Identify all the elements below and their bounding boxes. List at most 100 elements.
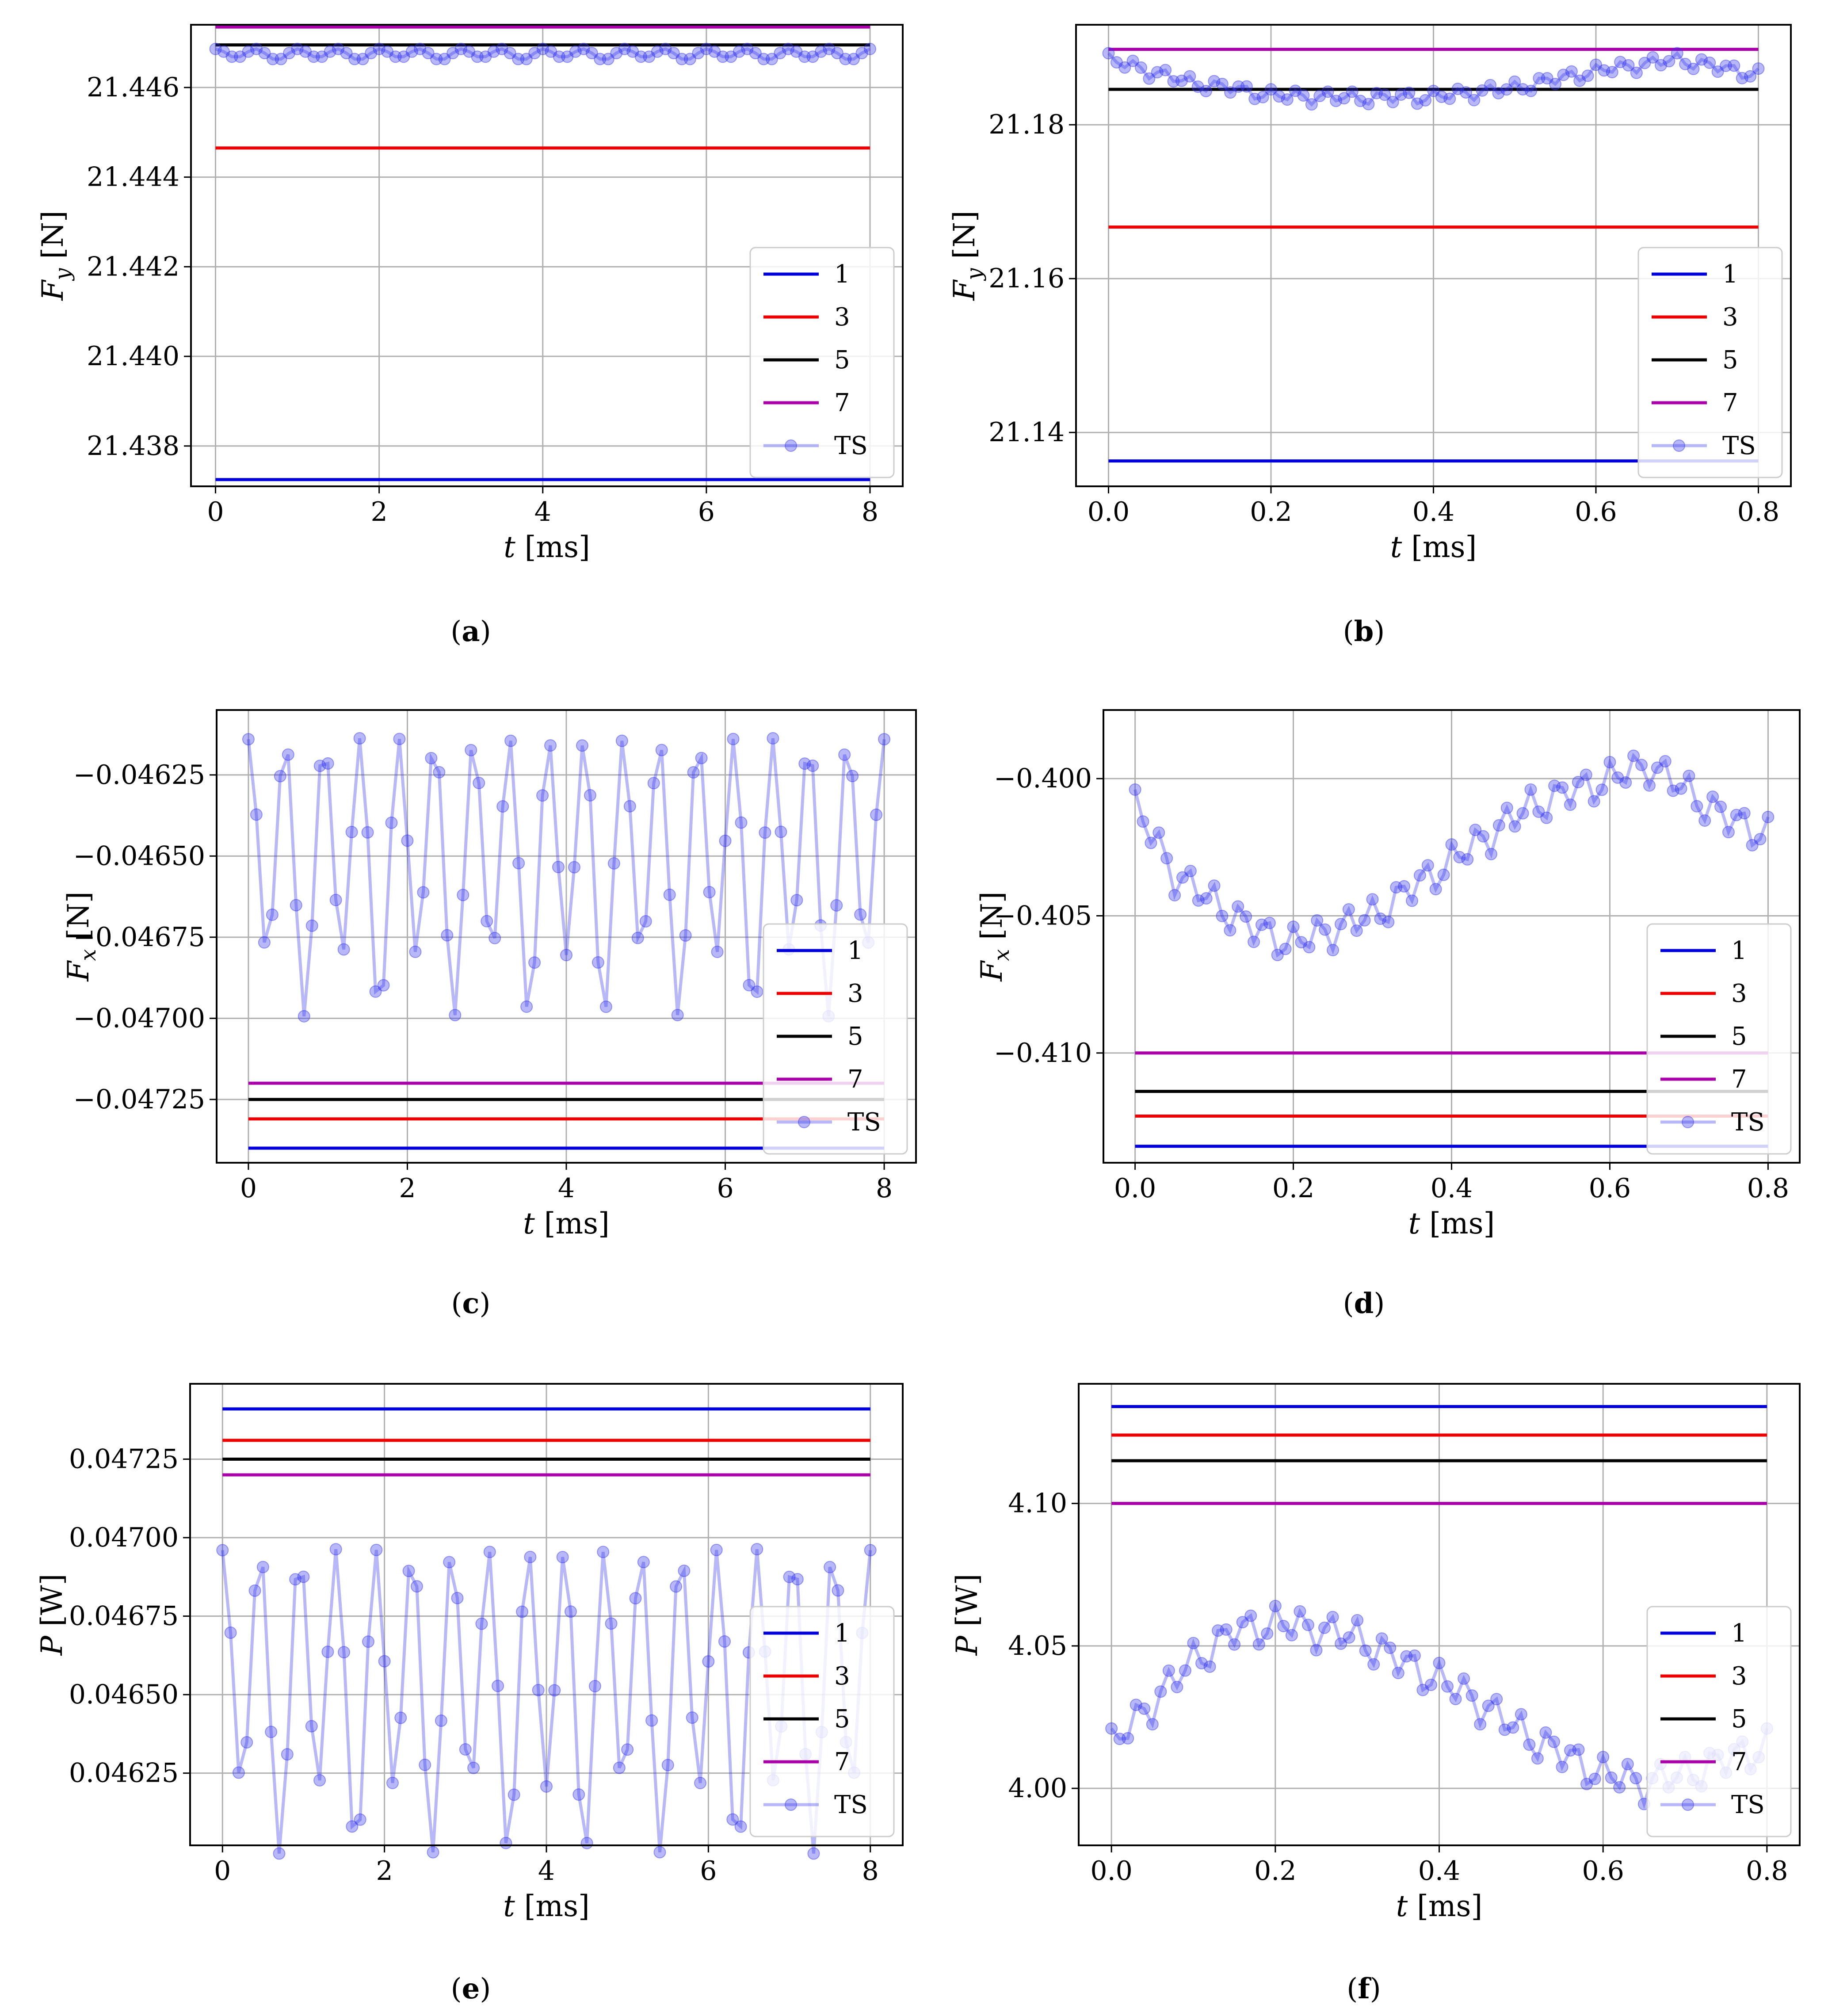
ts-point bbox=[814, 45, 827, 58]
legend-marker-ts bbox=[798, 1116, 810, 1128]
ts-point bbox=[1590, 58, 1602, 71]
ts-point bbox=[1208, 879, 1221, 892]
ts-point bbox=[1498, 1723, 1511, 1736]
ts-point bbox=[661, 1759, 674, 1772]
x-tick-label: 0.2 bbox=[1250, 496, 1292, 527]
y-tick-label: 21.18 bbox=[988, 109, 1065, 140]
ts-point bbox=[1392, 1667, 1404, 1680]
ts-point bbox=[663, 888, 676, 901]
ts-point bbox=[209, 42, 222, 55]
ts-point bbox=[1711, 65, 1724, 78]
ts-point bbox=[373, 42, 385, 55]
ts-point bbox=[1240, 910, 1252, 923]
ts-point bbox=[443, 1556, 456, 1569]
panel-caption: (f) bbox=[1347, 1972, 1381, 2005]
ts-point bbox=[273, 1847, 286, 1860]
ts-point bbox=[694, 1776, 707, 1789]
ts-point bbox=[1515, 1708, 1527, 1721]
ts-point bbox=[1643, 779, 1656, 792]
ts-point bbox=[1547, 1735, 1560, 1748]
ts-point bbox=[1525, 84, 1537, 97]
ts-point bbox=[1386, 95, 1399, 108]
ts-point bbox=[629, 1592, 642, 1605]
ts-point bbox=[561, 50, 574, 63]
legend: 1 3 5 7 TS bbox=[1646, 923, 1792, 1155]
ts-point bbox=[605, 1617, 618, 1630]
ts-point bbox=[1691, 800, 1703, 813]
ts-point bbox=[1295, 936, 1308, 949]
axes-frame bbox=[190, 24, 904, 487]
panel-caption: (c) bbox=[451, 1287, 491, 1320]
x-tick-label: 0.4 bbox=[1418, 1856, 1460, 1886]
ts-point bbox=[790, 45, 803, 58]
ts-point bbox=[1192, 894, 1205, 907]
ts-point bbox=[356, 53, 369, 65]
ts-point bbox=[481, 915, 493, 928]
ts-point bbox=[1671, 47, 1683, 60]
ts-point bbox=[782, 42, 794, 55]
ts-point bbox=[1469, 824, 1482, 836]
ts-point bbox=[613, 1761, 626, 1774]
y-tick-label: −0.410 bbox=[994, 1038, 1092, 1069]
ts-point bbox=[1659, 755, 1672, 767]
ts-point bbox=[1311, 914, 1324, 927]
ts-point bbox=[1445, 838, 1458, 851]
ts-point bbox=[1580, 768, 1592, 781]
ts-point bbox=[1187, 1637, 1200, 1649]
ts-point bbox=[1102, 47, 1115, 60]
ts-point bbox=[1663, 55, 1675, 68]
ts-point bbox=[1424, 1678, 1437, 1691]
ts-point bbox=[1638, 57, 1651, 69]
ts-point bbox=[520, 53, 533, 65]
x-axis-label: t [ms] bbox=[1390, 530, 1477, 564]
panel-caption: (e) bbox=[451, 1972, 491, 2005]
ts-point bbox=[1366, 893, 1379, 906]
legend-label-ts: TS bbox=[1731, 1791, 1765, 1819]
legend-label-5: 5 bbox=[834, 346, 850, 374]
ts-point bbox=[218, 45, 230, 58]
legend: 1 3 5 7 TS bbox=[763, 923, 908, 1155]
ts-point bbox=[353, 732, 366, 745]
ts-point bbox=[1378, 88, 1391, 101]
ts-point bbox=[599, 1000, 612, 1013]
ts-point bbox=[1588, 1772, 1601, 1785]
ts-point bbox=[283, 47, 296, 60]
x-tick-label: 0.2 bbox=[1272, 1173, 1314, 1204]
ts-point bbox=[216, 1544, 229, 1557]
ts-point bbox=[454, 42, 467, 55]
ts-point bbox=[1698, 814, 1711, 827]
legend-box bbox=[1637, 247, 1783, 478]
ts-point bbox=[1630, 1772, 1642, 1785]
ts-point bbox=[1477, 830, 1490, 843]
ts-point bbox=[1252, 1638, 1265, 1651]
y-tick-label: 21.14 bbox=[988, 417, 1065, 448]
ts-point bbox=[1683, 769, 1695, 782]
ts-point bbox=[1216, 909, 1229, 922]
ts-point bbox=[1240, 80, 1253, 93]
ts-point bbox=[1419, 94, 1432, 107]
ts-point bbox=[1118, 61, 1131, 74]
ts-point bbox=[639, 915, 652, 928]
y-tick-label: 21.444 bbox=[87, 162, 179, 193]
ts-point bbox=[1338, 92, 1351, 105]
x-tick-label: 0 bbox=[214, 1856, 231, 1886]
y-axis-label: P [W] bbox=[950, 1574, 984, 1656]
ts-point bbox=[1492, 819, 1505, 832]
legend-label-1: 1 bbox=[834, 260, 850, 289]
ts-point bbox=[686, 1711, 698, 1724]
y-tick-label: 4.00 bbox=[1008, 1773, 1067, 1804]
ts-point bbox=[1398, 880, 1411, 893]
ts-point bbox=[465, 744, 477, 756]
y-axis-label: P [W] bbox=[35, 1574, 69, 1656]
ts-point bbox=[1465, 1689, 1478, 1702]
ts-point bbox=[340, 47, 353, 60]
ts-point bbox=[806, 50, 819, 63]
ts-point bbox=[1305, 98, 1318, 111]
panel-caption: (d) bbox=[1343, 1287, 1385, 1320]
x-tick-label: 0 bbox=[240, 1173, 257, 1204]
chart-panel-c: 0 2 4 6 8 −0.04725 −0.04700 −0.04675 −0.04650 −0.… bbox=[61, 709, 917, 1320]
ts-point bbox=[329, 1543, 342, 1556]
legend: 1 3 5 7 TS bbox=[749, 247, 895, 478]
legend-marker-ts bbox=[1682, 1798, 1694, 1811]
x-tick-label: 6 bbox=[700, 1856, 717, 1886]
